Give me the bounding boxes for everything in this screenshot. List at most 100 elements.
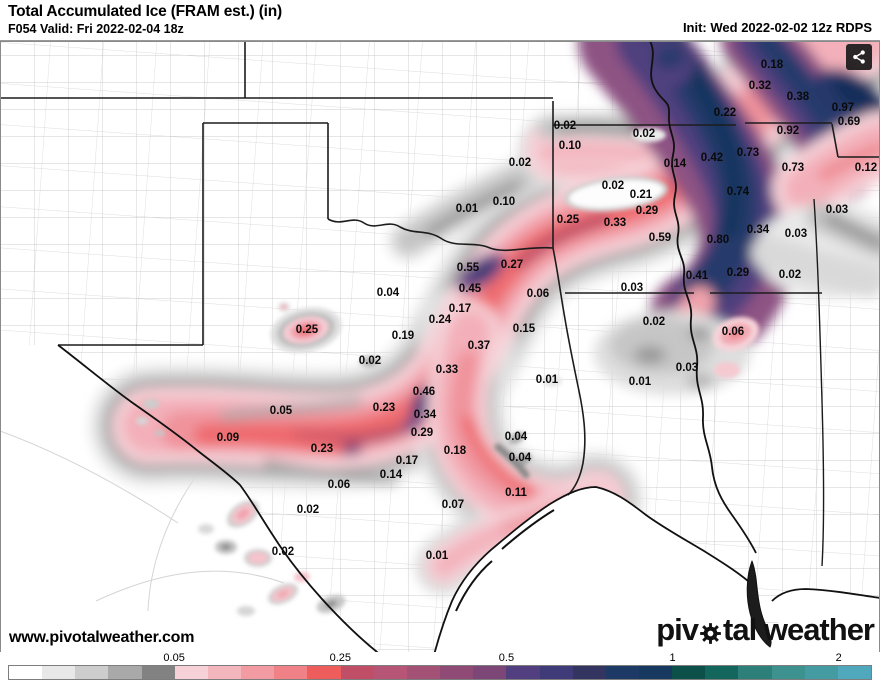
- ice-value-label: 0.21: [630, 189, 653, 201]
- ice-value-label: 0.02: [272, 546, 294, 558]
- ice-value-label: 0.06: [527, 288, 549, 300]
- ice-value-label: 0.07: [442, 499, 464, 511]
- colorbar-cell: [638, 666, 673, 679]
- ice-value-label: 0.04: [505, 431, 528, 443]
- ice-value-label: 0.38: [787, 91, 810, 103]
- ice-value-label: 0.27: [501, 259, 523, 271]
- ice-value-label: 0.01: [456, 203, 479, 215]
- colorbar-cell: [473, 666, 507, 679]
- colorbar-tick: 1: [669, 652, 676, 664]
- ice-value-label: 0.17: [449, 303, 471, 315]
- mississippi-delta: [746, 560, 772, 648]
- colorbar-cell: [141, 666, 175, 679]
- ice-value-label: 0.18: [761, 59, 784, 71]
- ice-value-label: 0.24: [429, 314, 452, 326]
- ice-value-label: 0.09: [217, 432, 239, 444]
- colorbar-tick-labels: 0.05 0.25 0.5 1 2: [8, 652, 872, 664]
- mississippi-river: [649, 41, 757, 554]
- ice-value-label: 0.17: [396, 455, 418, 467]
- ice-value-label: 0.10: [493, 196, 515, 208]
- ice-value-label: 0.34: [747, 224, 770, 236]
- map-canvas: 0.18 0.32 0.38 0.97 0.22 0.69 0.02 0.92 0.02 0.10…: [0, 41, 880, 652]
- ice-value-label: 0.03: [826, 204, 848, 216]
- ice-value-label: 0.74: [727, 186, 750, 198]
- share-button[interactable]: [846, 44, 872, 70]
- share-icon: [853, 50, 865, 64]
- colorbar-cell: [207, 666, 242, 679]
- ice-value-label: 0.06: [722, 326, 744, 338]
- colorbar-cell: [804, 666, 838, 679]
- logo-text-pre: piv: [656, 612, 699, 647]
- ice-value-label: 0.02: [643, 316, 665, 328]
- ice-value-label: 0.25: [296, 324, 319, 336]
- map-title: Total Accumulated Ice (FRAM est.) (in): [8, 3, 283, 20]
- gear-icon: [700, 622, 721, 644]
- ice-value-label: 0.02: [509, 157, 531, 169]
- ice-value-label: 0.22: [714, 107, 736, 119]
- ice-value-label: 0.02: [633, 128, 655, 140]
- colorbar-cell: [108, 666, 142, 679]
- rio-grande: [57, 344, 379, 652]
- ice-value-label: 0.34: [414, 409, 437, 421]
- gulf-of-mexico: [434, 487, 880, 652]
- ice-value-label: 0.03: [621, 282, 643, 294]
- colorbar-cell: [605, 666, 639, 679]
- ice-value-label: 0.12: [855, 162, 877, 174]
- colorbar-cell: [672, 666, 706, 679]
- colorbar-cell: [274, 666, 308, 679]
- ice-value-label: 0.15: [513, 323, 536, 335]
- ice-value-label: 0.04: [509, 452, 532, 464]
- colorbar: 0.05 0.25 0.5 1 2: [0, 652, 880, 680]
- ice-value-label: 0.29: [636, 205, 658, 217]
- colorbar-tick: 0.05: [163, 652, 185, 664]
- ice-value-label: 0.46: [413, 386, 435, 398]
- ice-value-label: 0.01: [629, 376, 652, 388]
- ice-value-label: 0.37: [468, 340, 490, 352]
- ice-value-label: 0.73: [782, 162, 804, 174]
- colorbar-tick: 0.25: [329, 652, 351, 664]
- ice-value-label: 0.59: [649, 232, 671, 244]
- ice-value-label: 0.14: [380, 469, 403, 481]
- ice-value-label: 0.29: [411, 427, 433, 439]
- ice-value-label: 0.92: [777, 125, 799, 137]
- ice-value-label: 0.01: [536, 374, 559, 386]
- ice-value-label: 0.18: [444, 445, 467, 457]
- colorbar-cell: [440, 666, 474, 679]
- ice-value-label: 0.42: [701, 152, 723, 164]
- ice-value-label: 0.14: [664, 158, 687, 170]
- ice-value-label: 0.02: [297, 504, 319, 516]
- ice-value-label: 0.23: [311, 443, 333, 455]
- ice-value-label: 0.11: [505, 487, 527, 499]
- ice-value-label: 0.29: [727, 267, 749, 279]
- ice-value-label: 0.80: [707, 234, 729, 246]
- init-time: Init: Wed 2022-02-02 12z RDPS: [682, 20, 872, 35]
- watermark: www.pivotalweather.com: [9, 629, 195, 646]
- colorbar-cell: [241, 666, 275, 679]
- ice-value-labels: 0.18 0.32 0.38 0.97 0.22 0.69 0.02 0.92 0.02 0.10…: [217, 59, 877, 562]
- gulf-coast: [433, 486, 880, 652]
- ice-value-label: 0.03: [676, 362, 698, 374]
- barrier-islands: [455, 509, 555, 612]
- ice-value-label: 0.23: [373, 402, 395, 414]
- ice-value-label: 0.32: [749, 80, 771, 92]
- ice-value-label: 0.01: [426, 550, 449, 562]
- colorbar-cell: [42, 666, 76, 679]
- ice-value-label: 0.97: [832, 102, 854, 114]
- ice-value-label: 0.03: [785, 228, 807, 240]
- colorbar-cell: [9, 666, 43, 679]
- colorbar-tick: 2: [835, 652, 842, 664]
- ice-value-label: 0.33: [604, 217, 626, 229]
- ice-value-label: 0.69: [838, 116, 860, 128]
- colorbar-cell: [572, 666, 606, 679]
- colorbar-cell: [539, 666, 573, 679]
- ice-value-label: 0.41: [686, 270, 709, 282]
- ice-value-label: 0.45: [459, 283, 482, 295]
- colorbar-cell: [771, 666, 805, 679]
- colorbar-cell: [307, 666, 341, 679]
- ice-small-blobs: [136, 128, 760, 616]
- ice-value-label: 0.25: [557, 214, 580, 226]
- ice-value-label: 0.19: [392, 330, 414, 342]
- colorbar-cell: [506, 666, 540, 679]
- colorbar-cell: [340, 666, 374, 679]
